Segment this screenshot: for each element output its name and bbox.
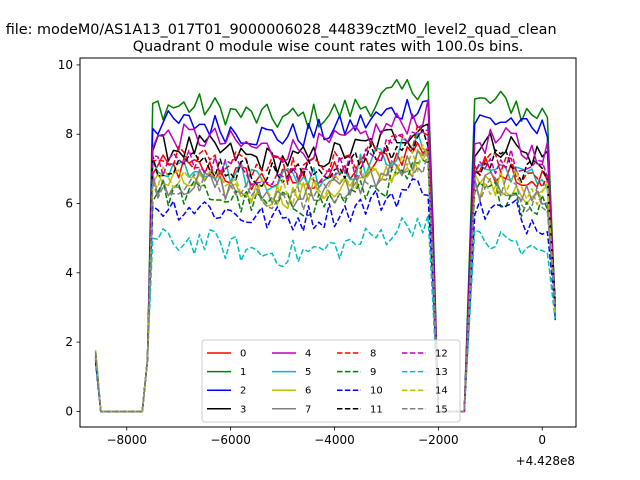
legend-label: 1 [240, 367, 246, 378]
legend-label: 10 [370, 386, 383, 397]
chart-title: Quadrant 0 module wise count rates with … [133, 39, 524, 55]
series-line-7 [94, 147, 556, 413]
x-tick-label: −8000 [106, 433, 147, 447]
legend-label: 11 [370, 404, 383, 415]
legend-label: 8 [370, 349, 376, 360]
series-line-10 [94, 178, 556, 413]
x-axis: −8000 −6000 −4000 −2000 0 [106, 427, 546, 447]
x-tick-label: −2000 [418, 433, 459, 447]
x-tick-label: −4000 [314, 433, 355, 447]
series-line-1 [94, 78, 556, 413]
series-line-0 [94, 142, 556, 413]
legend-label: 5 [305, 367, 311, 378]
legend-label: 3 [240, 404, 246, 415]
y-tick-label: 6 [65, 197, 73, 211]
legend-label: 4 [305, 349, 311, 360]
legend-label: 12 [435, 349, 448, 360]
y-tick-label: 8 [65, 127, 73, 141]
legend-label: 9 [370, 367, 376, 378]
legend-label: 15 [435, 404, 448, 415]
legend-label: 0 [240, 349, 246, 360]
x-tick-label: 0 [538, 433, 546, 447]
x-tick-label: −6000 [210, 433, 251, 447]
axes-frame [79, 57, 577, 428]
y-tick-label: 4 [65, 266, 73, 280]
y-tick-label: 0 [65, 404, 73, 418]
legend-label: 6 [305, 386, 311, 397]
series-layer [94, 78, 556, 413]
legend-label: 2 [240, 386, 246, 397]
series-line-5 [94, 131, 556, 413]
series-line-9 [94, 159, 556, 413]
series-line-15 [94, 151, 556, 413]
series-line-12 [94, 129, 556, 413]
legend-label: 14 [435, 386, 448, 397]
legend-label: 13 [435, 367, 448, 378]
chart-suptitle: n file: modeM0/AS1A13_017T01_9000006028_… [0, 22, 557, 38]
y-tick-label: 10 [58, 58, 73, 72]
x-offset-label: +4.428e8 [516, 454, 575, 468]
series-line-2 [94, 98, 556, 413]
y-tick-label: 2 [65, 335, 73, 349]
y-axis: 0 2 4 6 8 10 [58, 58, 80, 418]
legend-box [201, 339, 461, 423]
series-line-4 [94, 99, 556, 413]
series-line-13 [94, 215, 556, 413]
legend-label: 7 [305, 404, 311, 415]
plot-area [79, 57, 577, 428]
